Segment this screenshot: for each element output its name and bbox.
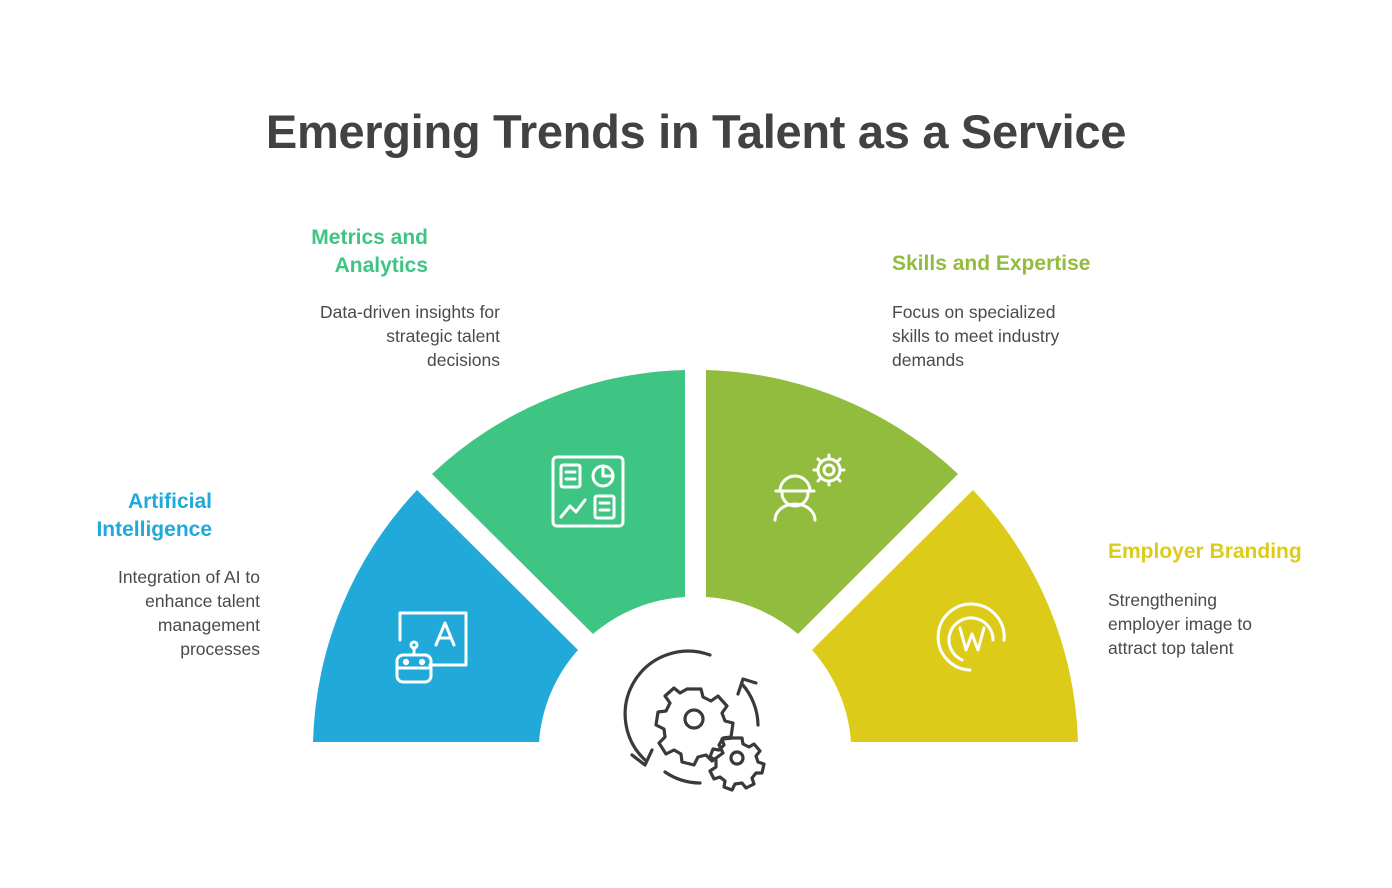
brand-logo-icon: [936, 602, 1006, 672]
description-line: skills to meet industry: [892, 326, 1060, 346]
description-line: demands: [892, 350, 964, 370]
description-line: attract top talent: [1108, 638, 1234, 658]
description-line: Data-driven insights for: [320, 302, 500, 322]
segment-skills-expertise: [706, 370, 958, 634]
heading-line: Skills and Expertise: [892, 252, 1091, 275]
segment-artificial-intelligence: [313, 490, 578, 742]
heading-employer-branding: Employer Branding: [1108, 538, 1368, 566]
description-line: employer image to: [1108, 614, 1252, 634]
description-line: Focus on specialized: [892, 302, 1056, 322]
page-title: Emerging Trends in Talent as a Service: [265, 105, 1127, 158]
description-line: strategic talent: [386, 326, 500, 346]
heading-line: Intelligence: [96, 518, 212, 541]
description-line: management: [157, 615, 260, 635]
gears-cycle-icon: [623, 649, 766, 792]
description-line: Strengthening: [1108, 590, 1217, 610]
heading-line: Artificial: [127, 490, 212, 513]
heading-line: Employer Branding: [1108, 540, 1302, 563]
heading-skills-expertise: Skills and Expertise: [892, 250, 1152, 278]
heading-line: Analytics: [334, 254, 428, 277]
description-metrics-analytics: Data-driven insights for strategic talen…: [260, 300, 500, 372]
segment-metrics-analytics: [432, 370, 685, 634]
dashboard-chart-icon: [551, 455, 625, 528]
ai-robot-icon: [395, 611, 468, 684]
description-employer-branding: Strengthening employer image to attract …: [1108, 588, 1348, 660]
description-line: decisions: [427, 350, 500, 370]
description-skills-expertise: Focus on specialized skills to meet indu…: [892, 300, 1132, 372]
description-line: Integration of AI to: [117, 567, 260, 587]
description-artificial-intelligence: Integration of AI to enhance talent mana…: [20, 565, 260, 661]
description-line: processes: [180, 639, 260, 659]
worker-gear-icon: [773, 453, 846, 522]
description-line: enhance talent: [145, 591, 260, 611]
heading-line: Metrics and: [311, 226, 428, 249]
heading-metrics-analytics: Metrics and Analytics: [168, 224, 428, 280]
heading-artificial-intelligence: Artificial Intelligence: [0, 488, 212, 544]
